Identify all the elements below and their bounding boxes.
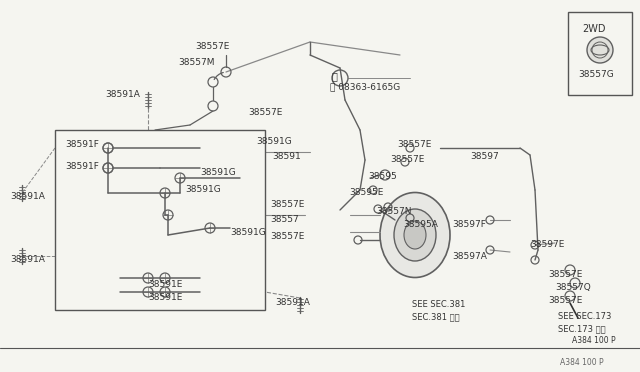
Text: 38597E: 38597E xyxy=(530,240,564,249)
Ellipse shape xyxy=(404,221,426,249)
Text: 38591G: 38591G xyxy=(230,228,266,237)
Text: 38591E: 38591E xyxy=(148,280,182,289)
Text: 2WD: 2WD xyxy=(582,24,605,34)
Text: 38557N: 38557N xyxy=(376,207,412,216)
Bar xyxy=(55,130,265,310)
Text: 38591A: 38591A xyxy=(105,90,140,99)
Ellipse shape xyxy=(394,209,436,261)
Text: 38557: 38557 xyxy=(270,215,299,224)
Text: 38557E: 38557E xyxy=(390,155,424,164)
Text: 38591F: 38591F xyxy=(65,162,99,171)
Text: 38591A: 38591A xyxy=(275,298,310,307)
Text: 38557E: 38557E xyxy=(548,270,582,279)
Text: SEC.173 参照: SEC.173 参照 xyxy=(558,324,605,333)
Text: 38591G: 38591G xyxy=(256,137,292,146)
Bar xyxy=(568,12,632,95)
Text: 38557E: 38557E xyxy=(195,42,229,51)
Text: Ⓢ: Ⓢ xyxy=(332,71,338,81)
Text: 38591E: 38591E xyxy=(148,293,182,302)
Text: 38597: 38597 xyxy=(470,152,499,161)
Text: 38557G: 38557G xyxy=(578,70,614,79)
Circle shape xyxy=(587,37,613,63)
Text: 38591A: 38591A xyxy=(10,192,45,201)
Text: SEE SEC.173: SEE SEC.173 xyxy=(558,312,611,321)
Text: 38597A: 38597A xyxy=(452,252,487,261)
Text: SEE SEC.381: SEE SEC.381 xyxy=(412,300,465,309)
Text: 38595: 38595 xyxy=(368,172,397,181)
Text: A384 100 P: A384 100 P xyxy=(560,358,604,367)
Text: 38591F: 38591F xyxy=(65,140,99,149)
Ellipse shape xyxy=(380,192,450,278)
Text: 38557E: 38557E xyxy=(397,140,431,149)
Text: 38557E: 38557E xyxy=(270,200,305,209)
Text: 38597F: 38597F xyxy=(452,220,486,229)
Text: 38557M: 38557M xyxy=(178,58,214,67)
Text: 38557E: 38557E xyxy=(248,108,282,117)
Text: 38591A: 38591A xyxy=(10,255,45,264)
Text: 38591G: 38591G xyxy=(185,185,221,194)
Text: 38595A: 38595A xyxy=(403,220,438,229)
Text: 38557E: 38557E xyxy=(270,232,305,241)
Text: 匈 08363-6165G: 匈 08363-6165G xyxy=(330,82,400,91)
Text: SEC.381 参照: SEC.381 参照 xyxy=(412,312,460,321)
Text: A384 100 P: A384 100 P xyxy=(572,336,616,345)
Text: 38591G: 38591G xyxy=(200,168,236,177)
Text: 38595E: 38595E xyxy=(349,188,383,197)
Text: 38557Q: 38557Q xyxy=(555,283,591,292)
Text: 38557E: 38557E xyxy=(548,296,582,305)
Text: 38591: 38591 xyxy=(272,152,301,161)
